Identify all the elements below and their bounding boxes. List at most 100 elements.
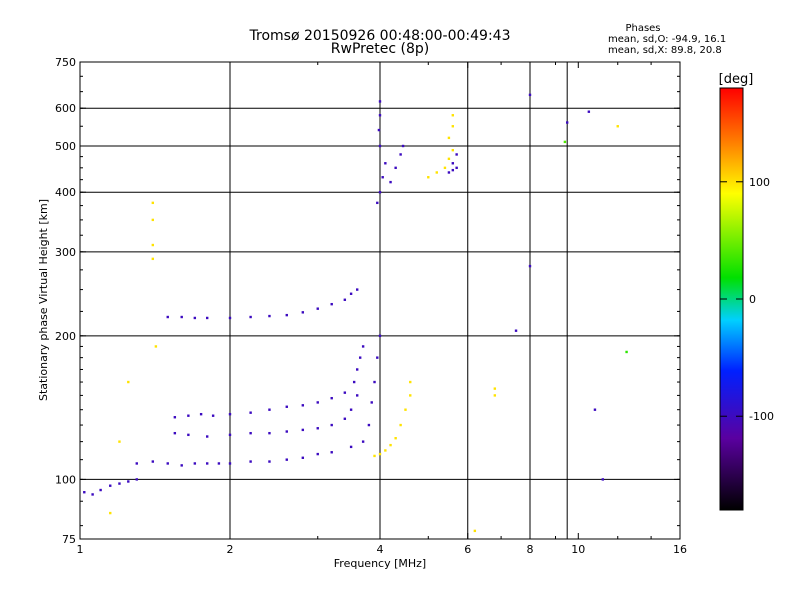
x-tick-label: 8 bbox=[527, 543, 534, 556]
echo-point bbox=[249, 315, 252, 319]
echo-point bbox=[389, 180, 392, 184]
echo-point bbox=[330, 396, 333, 400]
echo-point bbox=[343, 417, 347, 420]
echo-point bbox=[268, 408, 271, 411]
echo-point bbox=[151, 218, 155, 222]
echo-point bbox=[151, 460, 155, 463]
echo-point bbox=[394, 437, 397, 440]
echo-point bbox=[394, 166, 397, 170]
echo-point bbox=[377, 128, 381, 132]
echo-point bbox=[451, 148, 455, 152]
echo-point bbox=[151, 257, 155, 261]
echo-point bbox=[285, 458, 288, 461]
phase-stats-title: Phases bbox=[625, 23, 660, 34]
chart-title: Tromsø 20150926 00:48:00-00:49:43 bbox=[249, 28, 511, 44]
echo-point bbox=[427, 176, 430, 179]
echo-point bbox=[435, 171, 438, 174]
echo-point bbox=[83, 491, 86, 494]
echo-point bbox=[381, 176, 384, 179]
echo-point bbox=[249, 431, 252, 435]
echo-point bbox=[355, 394, 359, 397]
echo-point bbox=[378, 100, 382, 103]
echo-point bbox=[616, 125, 619, 128]
echo-point bbox=[378, 452, 382, 456]
echo-point bbox=[455, 153, 458, 156]
echo-point bbox=[378, 191, 382, 194]
echo-point bbox=[404, 408, 407, 411]
echo-point bbox=[447, 136, 451, 140]
echo-point bbox=[376, 201, 379, 205]
echo-point bbox=[301, 428, 305, 432]
echo-point bbox=[217, 462, 221, 465]
echo-point bbox=[268, 431, 271, 435]
echo-point bbox=[205, 462, 209, 465]
echo-point bbox=[99, 488, 102, 492]
x-axis-ticks: 1 2 4 6 8 10 16 bbox=[77, 62, 687, 556]
echo-point bbox=[370, 401, 373, 404]
echo-point bbox=[373, 454, 376, 458]
echo-point bbox=[593, 408, 597, 411]
echo-point bbox=[228, 462, 232, 465]
echo-point bbox=[330, 423, 333, 427]
echo-point bbox=[268, 460, 271, 463]
echo-point bbox=[367, 423, 371, 427]
echo-point bbox=[211, 414, 215, 417]
echo-point bbox=[285, 430, 288, 433]
y-tick-label: 300 bbox=[55, 246, 76, 259]
echo-point bbox=[451, 125, 455, 128]
x-tick-label: 16 bbox=[673, 543, 687, 556]
echo-point bbox=[199, 412, 203, 416]
echo-point bbox=[173, 416, 177, 419]
echo-point bbox=[401, 144, 405, 148]
chart-subtitle: RwPretec (8p) bbox=[331, 41, 429, 57]
echo-point bbox=[228, 433, 232, 437]
echo-point bbox=[135, 462, 138, 465]
echo-point bbox=[109, 484, 112, 487]
y-tick-label: 75 bbox=[62, 533, 76, 546]
echo-point bbox=[455, 166, 458, 170]
echo-point bbox=[285, 313, 288, 317]
echo-point bbox=[355, 368, 359, 371]
echo-point bbox=[301, 404, 305, 407]
echo-point bbox=[528, 264, 532, 268]
echo-point bbox=[409, 394, 412, 397]
x-tick-label: 6 bbox=[464, 543, 471, 556]
y-tick-label: 200 bbox=[55, 330, 76, 343]
echo-point bbox=[493, 394, 497, 397]
echo-point bbox=[352, 380, 356, 384]
colorbar-tick-label: -100 bbox=[749, 410, 774, 423]
echo-point bbox=[118, 440, 121, 443]
echo-point bbox=[565, 121, 569, 124]
echo-point bbox=[249, 460, 252, 463]
phase-stats-o: mean, sd,O: -94.9, 16.1 bbox=[608, 34, 726, 45]
phase-stats-x: mean, sd,X: 89.8, 20.8 bbox=[608, 45, 722, 56]
echo-point bbox=[316, 427, 319, 430]
echo-point bbox=[127, 380, 130, 384]
echo-point bbox=[249, 411, 252, 414]
echo-point bbox=[587, 110, 591, 113]
echo-point bbox=[493, 387, 497, 390]
y-tick-label: 600 bbox=[55, 102, 76, 115]
colorbar-tick-label: 0 bbox=[749, 293, 756, 306]
echo-point bbox=[358, 356, 362, 359]
echo-point bbox=[268, 314, 271, 318]
echo-point bbox=[301, 311, 305, 314]
echo-point bbox=[109, 511, 112, 515]
echo-point bbox=[378, 114, 382, 117]
echo-point bbox=[601, 478, 605, 481]
echo-point bbox=[384, 162, 387, 165]
echo-point bbox=[193, 462, 197, 465]
colorbar-label: [deg] bbox=[719, 72, 754, 87]
echo-point bbox=[316, 452, 319, 456]
x-tick-label: 4 bbox=[377, 543, 384, 556]
echo-point bbox=[528, 93, 532, 97]
echo-point bbox=[205, 316, 209, 320]
echo-point bbox=[154, 345, 158, 348]
echo-point bbox=[447, 171, 451, 174]
colorbar-tick-label: 100 bbox=[749, 176, 770, 189]
echo-point bbox=[173, 431, 177, 435]
echo-points bbox=[83, 93, 628, 533]
echo-point bbox=[361, 440, 365, 443]
x-tick-label: 10 bbox=[571, 543, 585, 556]
echo-point bbox=[127, 480, 130, 483]
